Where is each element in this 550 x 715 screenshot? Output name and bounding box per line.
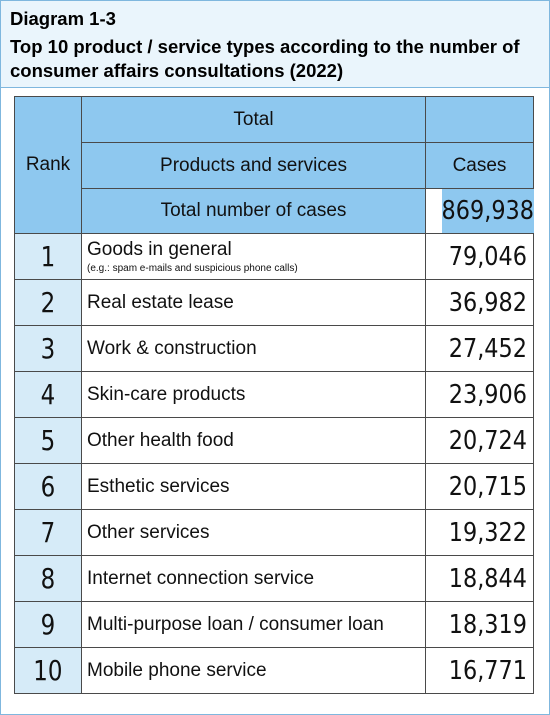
ranking-table: Rank Total Products and services Cases T… (14, 96, 534, 694)
diagram-label: Diagram 1-3 (10, 8, 116, 29)
product-name-cell: Esthetic services (81, 463, 426, 510)
cases-cell: 23,906 (425, 371, 534, 418)
cases-value: 23,906 (448, 379, 527, 410)
rank-value: 6 (40, 470, 56, 503)
rank-cell: 7 (14, 509, 82, 556)
product-name: Work & construction (87, 337, 257, 359)
product-name-cell: Internet connection service (81, 555, 426, 602)
cases-column-header: Cases (425, 142, 534, 189)
total-cases-label-cell: Total number of cases (81, 188, 426, 234)
cases-cell: 79,046 (425, 233, 534, 280)
rank-cell: 3 (14, 325, 82, 372)
product-name: Internet connection service (87, 567, 315, 589)
rank-value: 7 (40, 516, 56, 549)
rank-value: 8 (40, 562, 56, 595)
cases-cell: 18,844 (425, 555, 534, 602)
product-name-cell: Other health food (81, 417, 426, 464)
product-name-cell: Multi-purpose loan / consumer loan (81, 601, 426, 648)
cases-cell: 20,724 (425, 417, 534, 464)
cases-value: 36,982 (448, 287, 527, 318)
product-name: Other services (87, 521, 210, 543)
product-note: (e.g.: spam e-mails and suspicious phone… (87, 262, 298, 274)
product-name: Esthetic services (87, 475, 230, 497)
product-name: Real estate lease (87, 291, 234, 313)
rank-cell: 10 (14, 647, 82, 694)
product-name-cell: Goods in general (e.g.: spam e-mails and … (81, 233, 426, 280)
product-name-cell: Work & construction (81, 325, 426, 372)
product-name: Multi-purpose loan / consumer loan (87, 613, 384, 635)
cases-cell: 20,715 (425, 463, 534, 510)
cases-value: 16,771 (448, 655, 527, 686)
cases-value: 20,715 (448, 471, 527, 502)
table-row: 3 Work & construction 27,452 (14, 325, 534, 372)
cases-header-label: Cases (452, 154, 507, 176)
rank-value: 2 (40, 286, 56, 319)
table-row: 7 Other services 19,322 (14, 509, 534, 556)
diagram-title: Top 10 product / service types according… (10, 36, 520, 81)
diagram-header: Diagram 1-3 Top 10 product / service typ… (1, 1, 549, 88)
products-column-header: Products and services (81, 142, 426, 189)
rank-value: 1 (40, 240, 56, 273)
rank-value: 10 (33, 654, 63, 687)
rank-cell: 6 (14, 463, 82, 510)
total-group-header: Total (81, 96, 426, 143)
rank-cell: 9 (14, 601, 82, 648)
table-row: 9 Multi-purpose loan / consumer loan 18,31… (14, 601, 534, 648)
cases-value: 79,046 (448, 241, 527, 272)
rank-value: 4 (40, 378, 56, 411)
product-name: Goods in general (87, 238, 232, 260)
cases-cell: 27,452 (425, 325, 534, 372)
rank-cell: 4 (14, 371, 82, 418)
product-name-cell: Skin-care products (81, 371, 426, 418)
cases-value: 27,452 (448, 333, 527, 364)
rank-value: 9 (40, 608, 56, 641)
rank-value: 5 (40, 424, 56, 457)
product-name-cell: Other services (81, 509, 426, 556)
products-header-label: Products and services (160, 154, 347, 176)
cases-value: 20,724 (448, 425, 527, 456)
rank-value: 3 (40, 332, 56, 365)
table-row: 2 Real estate lease 36,982 (14, 279, 534, 326)
rank-cell: 1 (14, 233, 82, 280)
total-cases-value-cell: 869,938 (440, 188, 534, 234)
cases-value: 18,844 (448, 563, 527, 594)
table-row: 4 Skin-care products 23,906 (14, 371, 534, 418)
cases-value: 18,319 (448, 609, 527, 640)
total-cases-label: Total number of cases (160, 200, 347, 221)
product-name-cell: Mobile phone service (81, 647, 426, 694)
total-group-header-blank (425, 96, 534, 143)
table-row: 6 Esthetic services 20,715 (14, 463, 534, 510)
table-row: 10 Mobile phone service 16,771 (14, 647, 534, 694)
cases-cell: 18,319 (425, 601, 534, 648)
product-name-cell: Real estate lease (81, 279, 426, 326)
cases-value: 19,322 (448, 517, 527, 548)
rank-cell: 8 (14, 555, 82, 602)
rank-column-header: Rank (14, 96, 82, 234)
cases-cell: 19,322 (425, 509, 534, 556)
cases-cell: 36,982 (425, 279, 534, 326)
rank-header-label: Rank (25, 154, 71, 175)
table-row: 8 Internet connection service 18,844 (14, 555, 534, 602)
product-name: Mobile phone service (87, 659, 267, 681)
table-row: 5 Other health food 20,724 (14, 417, 534, 464)
rank-cell: 2 (14, 279, 82, 326)
product-name: Other health food (87, 429, 234, 451)
rank-cell: 5 (14, 417, 82, 464)
total-cases-value: 869,938 (441, 196, 534, 226)
cases-cell: 16,771 (425, 647, 534, 694)
product-name: Skin-care products (87, 383, 246, 405)
table-row: 1 Goods in general (e.g.: spam e-mails and… (14, 233, 534, 280)
total-group-label: Total (233, 108, 274, 130)
